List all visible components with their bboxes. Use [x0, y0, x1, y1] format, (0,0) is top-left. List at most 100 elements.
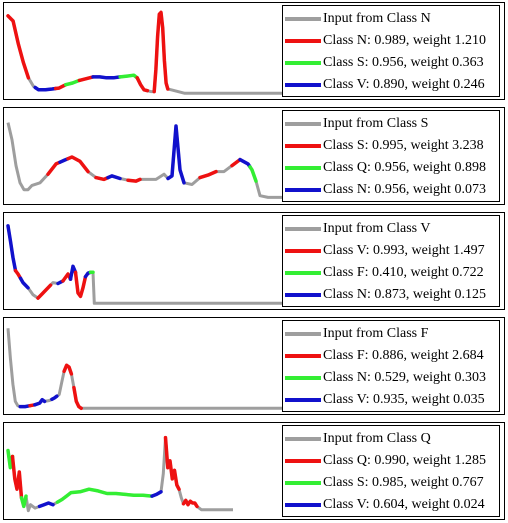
legend-swatch-third: [285, 293, 321, 297]
legend-label: Input from Class Q: [323, 431, 431, 446]
signal-plot: [6, 122, 348, 199]
legend-second-class: Class S: 0.956, weight 0.363: [283, 53, 499, 72]
highlight-segment-first: [181, 498, 199, 509]
legend-swatch-input: [285, 122, 321, 126]
signal-plot: [6, 328, 350, 411]
legend-third-class: Class V: 0.890, weight 0.246: [283, 75, 499, 94]
highlight-segment-first: [36, 283, 53, 300]
legend-second-class: Class S: 0.985, weight 0.767: [283, 473, 499, 492]
legend-label: Input from Class V: [323, 221, 431, 236]
legend: Input from Class N Class N: 0.989, weight…: [282, 5, 500, 97]
highlight-segment-first: [72, 385, 83, 411]
highlight-segment-second: [248, 165, 258, 183]
highlight-segment-first: [66, 155, 90, 174]
legend: Input from Class F Class F: 0.886, weight…: [282, 320, 500, 412]
highlight-segment-third: [91, 75, 122, 80]
legend-label: Input from Class S: [323, 116, 429, 131]
legend: Input from Class Q Class Q: 0.990, weight…: [282, 425, 500, 517]
highlight-segment-first: [135, 76, 150, 93]
highlight-segment-first: [46, 160, 62, 176]
legend-label: Input from Class N: [323, 11, 431, 26]
legend-label: Class F: 0.410, weight 0.722: [323, 265, 484, 280]
legend-label: Class S: 0.985, weight 0.767: [323, 475, 484, 490]
chart-panel-1: Input from Class N Class N: 0.989, weight…: [3, 2, 505, 100]
legend-label: Class Q: 0.990, weight 1.285: [323, 453, 486, 468]
legend-second-class: Class F: 0.410, weight 0.722: [283, 263, 499, 282]
legend-swatch-third: [285, 188, 321, 192]
legend-label: Class V: 0.993, weight 1.497: [323, 243, 485, 258]
input-signal-line: [6, 436, 233, 513]
legend-input: Input from Class N: [283, 9, 499, 28]
chart-panel-3: Input from Class V Class V: 0.993, weight…: [3, 212, 505, 310]
legend-third-class: Class V: 0.935, weight 0.035: [283, 390, 499, 409]
legend-third-class: Class N: 0.873, weight 0.125: [283, 285, 499, 304]
legend-swatch-first: [285, 249, 321, 253]
signal-plot: [6, 435, 233, 513]
legend-label: Input from Class F: [323, 326, 429, 341]
highlight-segment-third: [68, 264, 78, 281]
highlight-segment-second: [55, 487, 154, 504]
highlight-segment-third: [6, 224, 18, 273]
chart-panel-4: Input from Class F Class F: 0.886, weight…: [3, 317, 505, 415]
legend-swatch-third: [285, 83, 321, 87]
signal-plot: [6, 224, 346, 305]
signal-plot: [6, 10, 348, 95]
legend-label: Class N: 0.873, weight 0.125: [323, 287, 486, 302]
legend-first-class: Class Q: 0.990, weight 1.285: [283, 451, 499, 470]
highlight-segment-third: [33, 397, 47, 407]
legend-input: Input from Class S: [283, 114, 499, 133]
legend-swatch-second: [285, 271, 321, 275]
highlight-segment-first: [163, 435, 181, 491]
legend-label: Class V: 0.604, weight 0.024: [323, 497, 485, 512]
legend-swatch-input: [285, 17, 321, 21]
legend-swatch-first: [285, 354, 321, 358]
legend-swatch-input: [285, 227, 321, 231]
legend-label: Class Q: 0.956, weight 0.898: [323, 160, 486, 175]
chart-panel-2: Input from Class S Class S: 0.995, weight…: [3, 107, 505, 205]
legend-swatch-second: [285, 166, 321, 170]
highlight-segment-first: [6, 14, 31, 80]
legend-second-class: Class N: 0.529, weight 0.303: [283, 368, 499, 387]
legend-label: Class S: 0.995, weight 3.238: [323, 138, 484, 153]
highlight-segment-third: [37, 501, 55, 509]
highlight-segment-first: [73, 270, 88, 299]
legend-second-class: Class Q: 0.956, weight 0.898: [283, 158, 499, 177]
highlight-segment-third: [18, 276, 30, 290]
legend-label: Class F: 0.886, weight 2.684: [323, 348, 484, 363]
legend: Input from Class V Class V: 0.993, weight…: [282, 215, 500, 307]
highlight-segment-second: [19, 494, 28, 509]
highlight-segment-first: [77, 75, 95, 83]
highlight-segment-third: [33, 85, 58, 92]
legend-first-class: Class V: 0.993, weight 1.497: [283, 241, 499, 260]
legend-input: Input from Class Q: [283, 429, 499, 448]
legend-swatch-first: [285, 39, 321, 43]
legend-label: Class V: 0.935, weight 0.035: [323, 392, 485, 407]
highlight-segment-third: [50, 394, 59, 402]
highlight-segment-first: [94, 175, 110, 182]
highlight-segment-third: [238, 157, 252, 169]
highlight-segment-third: [166, 124, 186, 185]
legend-swatch-third: [285, 398, 321, 402]
legend-swatch-first: [285, 144, 321, 148]
highlight-segment-first: [152, 10, 170, 94]
legend-label: Class N: 0.989, weight 1.210: [323, 33, 486, 48]
legend-swatch-input: [285, 332, 321, 336]
legend-first-class: Class N: 0.989, weight 1.210: [283, 31, 499, 50]
highlight-segment-second: [118, 73, 139, 80]
highlight-segment-first: [53, 82, 68, 91]
legend-swatch-second: [285, 61, 321, 65]
legend-swatch-input: [285, 437, 321, 441]
legend-label: Class N: 0.529, weight 0.303: [323, 370, 486, 385]
highlight-segment-second: [64, 78, 82, 87]
highlight-segment-first: [62, 363, 74, 376]
legend-first-class: Class F: 0.886, weight 2.684: [283, 346, 499, 365]
highlight-segment-third: [150, 490, 163, 498]
legend-third-class: Class N: 0.956, weight 0.073: [283, 180, 499, 199]
legend-label: Class V: 0.890, weight 0.246: [323, 77, 485, 92]
highlight-segment-third: [106, 174, 122, 181]
legend-swatch-third: [285, 503, 321, 507]
highlight-segment-first: [10, 454, 24, 500]
legend: Input from Class S Class S: 0.995, weight…: [282, 110, 500, 202]
legend-swatch-first: [285, 459, 321, 463]
chart-panel-5: Input from Class Q Class Q: 0.990, weight…: [3, 422, 505, 520]
